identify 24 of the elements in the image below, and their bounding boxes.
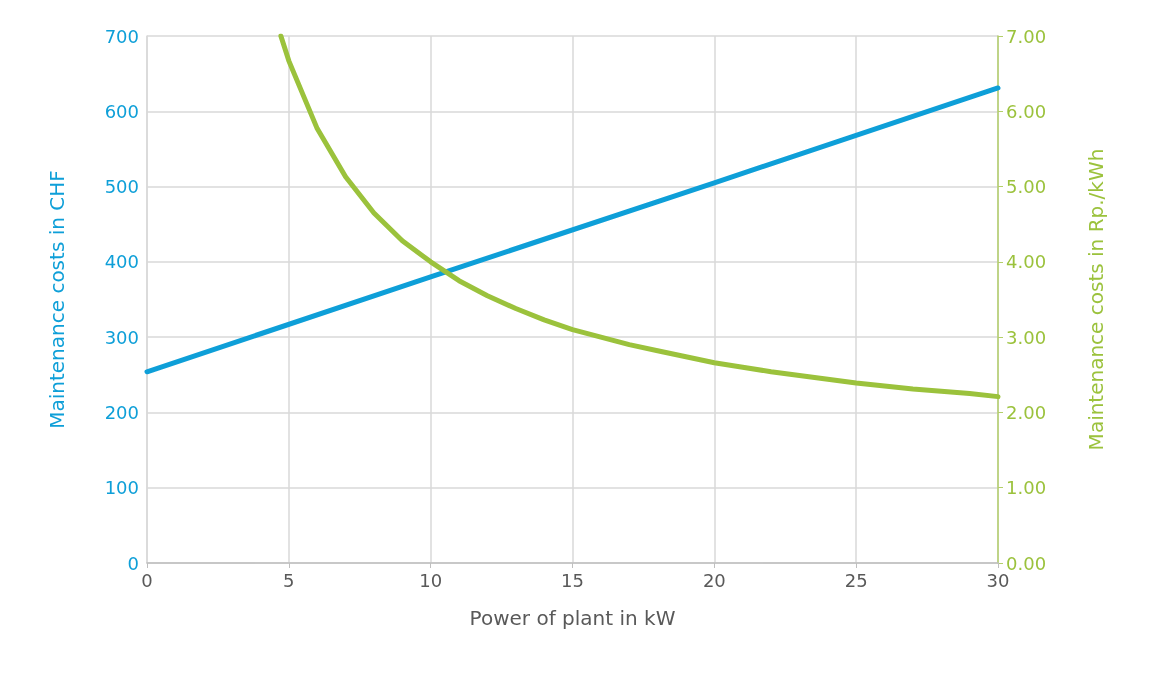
y2-axis-title: Maintenance costs in Rp./kWh (1084, 148, 1108, 451)
x-tick-label: 25 (844, 569, 868, 591)
y-tick-label: 0 (127, 552, 139, 574)
x-tick-label: 10 (419, 569, 443, 591)
y2-tick-label: 7.00 (1006, 25, 1047, 47)
x-tick-label: 0 (141, 569, 153, 591)
y-axis-title: Maintenance costs in CHF (45, 170, 69, 429)
y-tick-label: 100 (104, 477, 139, 499)
x-tick-label: 15 (561, 569, 584, 591)
y2-tick-label: 6.00 (1006, 100, 1047, 122)
y-tick-label: 600 (104, 100, 139, 122)
y-tick-label: 400 (104, 251, 139, 273)
x-tick-label: 20 (702, 569, 726, 591)
y2-tick-label: 2.00 (1006, 401, 1047, 423)
y2-tick-label: 5.00 (1006, 176, 1047, 198)
y2-tick-label: 1.00 (1006, 477, 1047, 499)
y-tick-label: 500 (104, 176, 139, 198)
y2-tick-label: 3.00 (1006, 326, 1047, 348)
x-tick-label: 5 (283, 569, 295, 591)
y-tick-label: 200 (104, 401, 139, 423)
x-axis-title: Power of plant in kW (469, 606, 676, 630)
y-tick-label: 300 (104, 326, 139, 348)
y-tick-label: 700 (104, 25, 139, 47)
y2-tick-label: 4.00 (1006, 251, 1047, 273)
